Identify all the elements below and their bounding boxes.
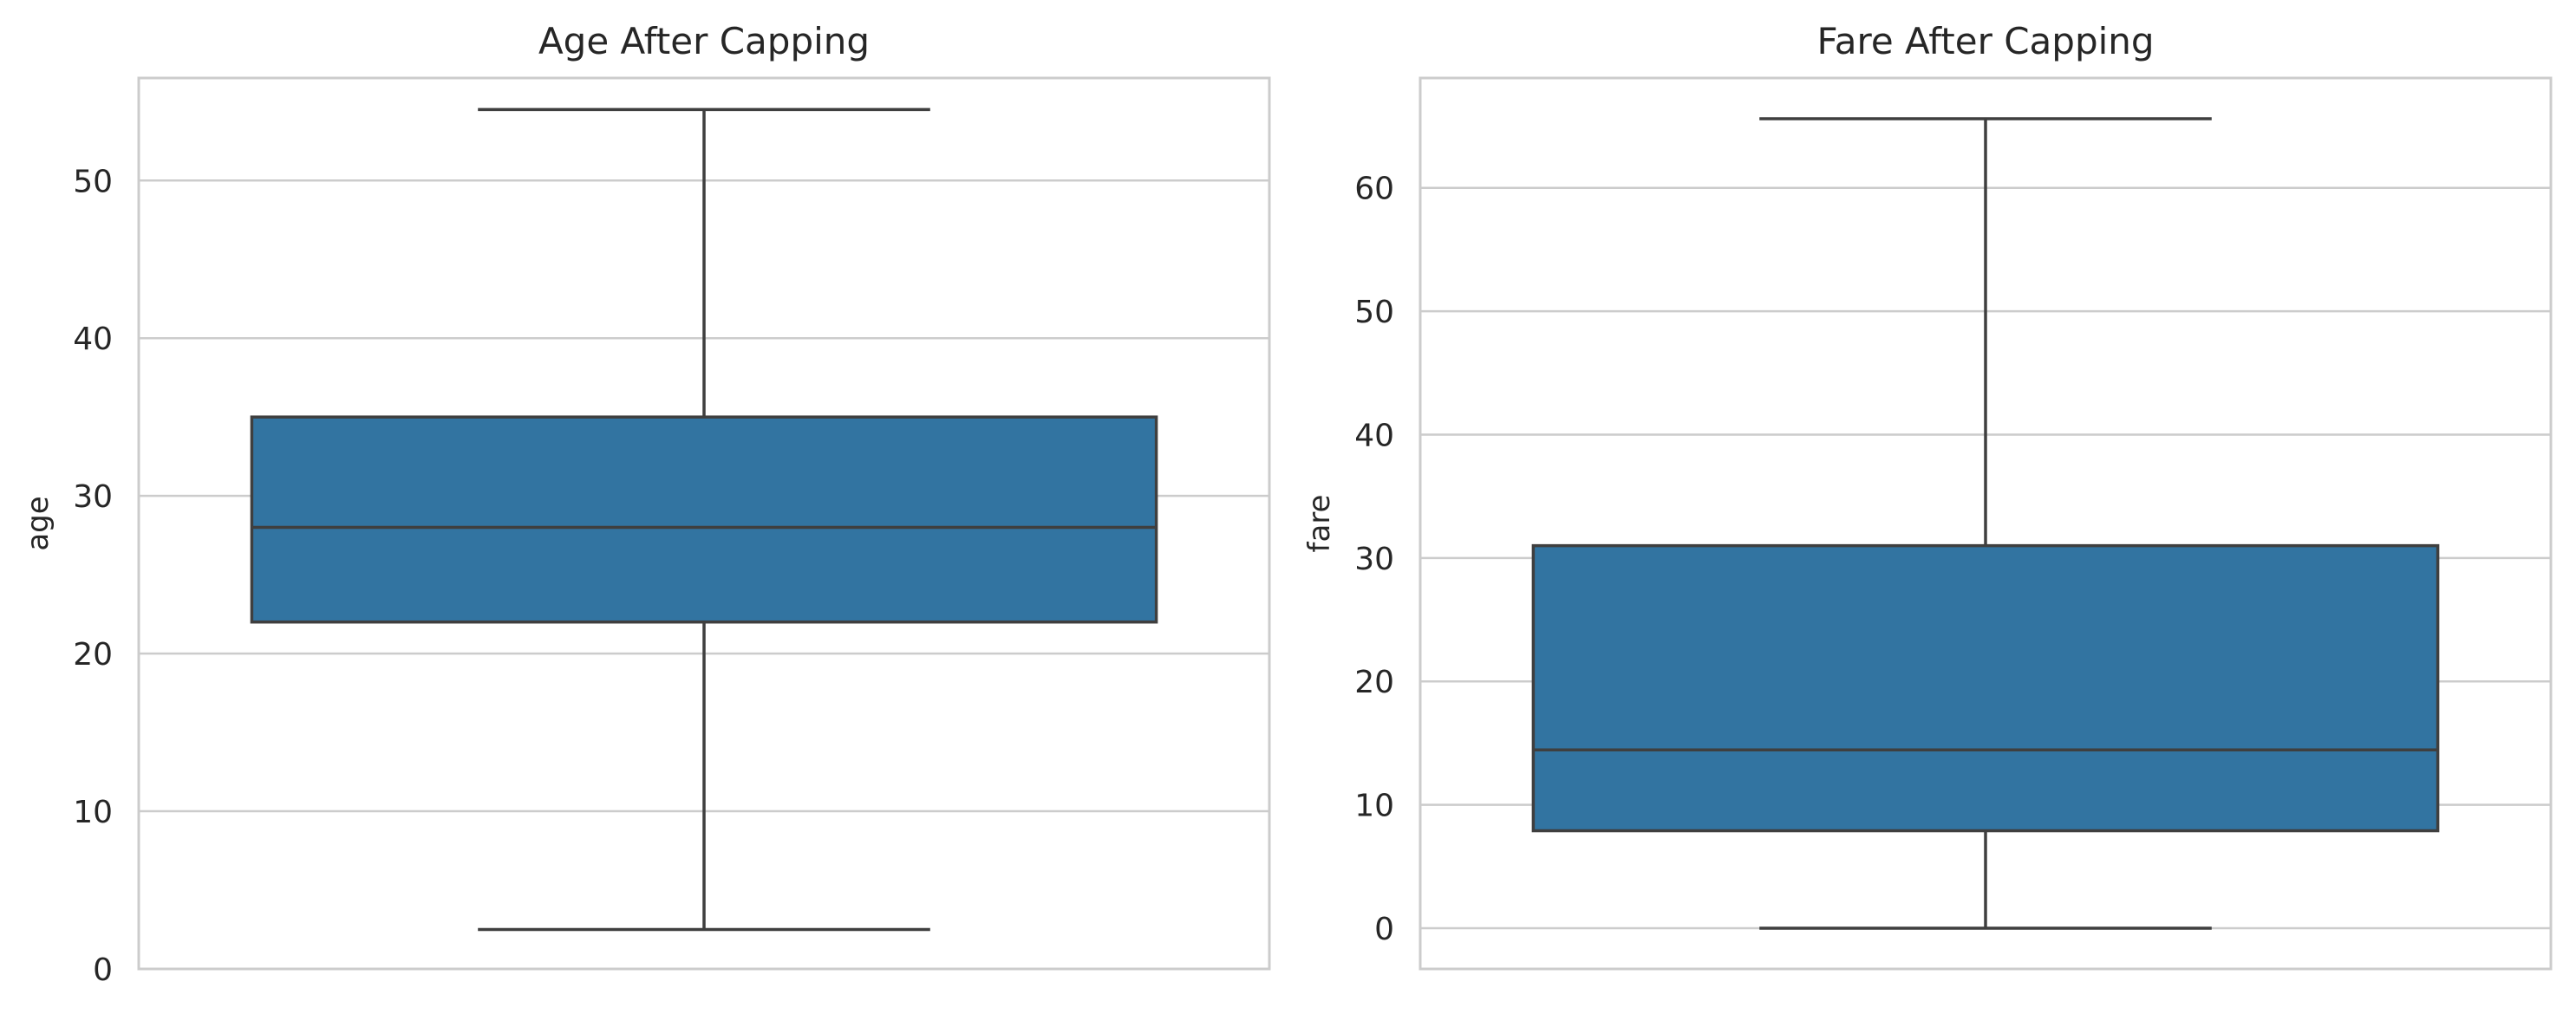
age-y-tick-label: 50 [73, 164, 113, 199]
age-y-tick-label: 10 [73, 795, 113, 830]
fare-y-tick-label: 20 [1354, 665, 1394, 700]
fare-iqr-box [1531, 543, 2440, 833]
fare-boxplot-panel: 0 10 20 30 40 50 60 Fare After Capping fare [1302, 20, 2553, 971]
age-y-axis-label: age [21, 496, 55, 550]
age-chart-title: Age After Capping [538, 20, 870, 62]
fare-axes-frame [1418, 76, 2553, 971]
age-y-tick-label: 30 [73, 479, 113, 515]
age-boxplot-panel: 0 10 20 30 40 50 Age After Capping age [21, 20, 1271, 988]
fare-y-tick-label: 60 [1354, 172, 1394, 207]
age-y-tick-label: 40 [73, 322, 113, 357]
fare-y-tick-label: 40 [1354, 418, 1394, 453]
fare-y-tick-label: 50 [1354, 295, 1394, 330]
fare-y-tick-label: 10 [1354, 789, 1394, 824]
age-y-tick-label: 0 [93, 952, 113, 988]
fare-chart-title: Fare After Capping [1816, 20, 2154, 62]
age-axes-frame [137, 76, 1271, 971]
age-iqr-box [250, 415, 1158, 624]
fare-y-tick-label: 0 [1374, 912, 1394, 947]
fare-y-tick-label: 30 [1354, 542, 1394, 577]
age-y-tick-label: 20 [73, 637, 113, 673]
fare-y-axis-label: fare [1302, 495, 1337, 553]
